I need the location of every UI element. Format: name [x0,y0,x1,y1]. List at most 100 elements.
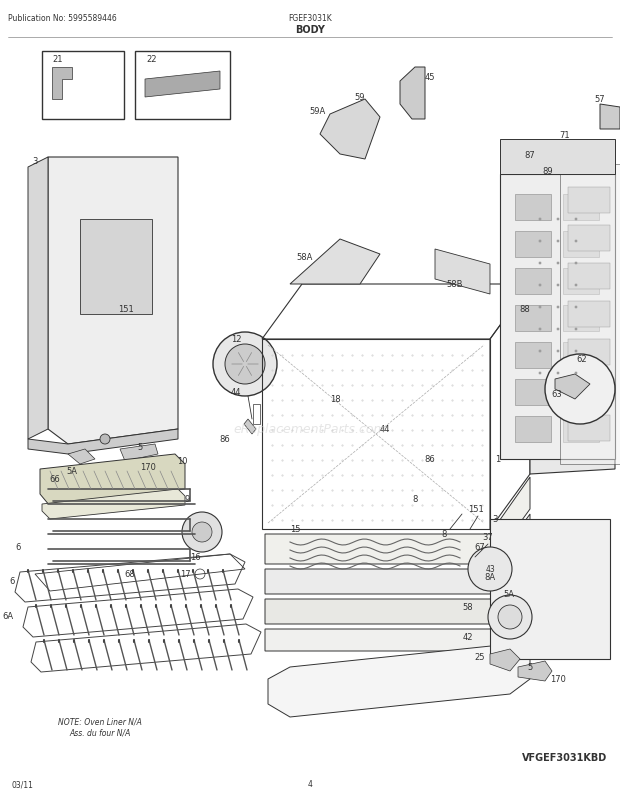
Text: 5A: 5A [503,589,515,599]
Text: 18: 18 [330,395,340,404]
Polygon shape [52,68,72,100]
Text: 6: 6 [9,577,15,585]
Circle shape [213,333,277,396]
Text: 5: 5 [138,443,143,452]
Text: 44: 44 [379,425,390,434]
Polygon shape [320,100,380,160]
Text: 57: 57 [595,95,605,104]
Bar [515,232,551,257]
Polygon shape [42,489,185,520]
Bar [80,220,152,314]
Polygon shape [48,158,178,444]
Text: 151: 151 [468,505,484,514]
Polygon shape [500,175,615,460]
Text: VFGEF3031KBD: VFGEF3031KBD [523,752,608,762]
Bar [42,52,124,119]
Polygon shape [600,105,620,130]
Text: 66: 66 [50,475,60,484]
Circle shape [498,606,522,630]
Text: 22: 22 [147,55,157,64]
Text: 89: 89 [542,168,553,176]
Text: 9: 9 [184,495,190,504]
Text: 1: 1 [495,455,500,464]
Text: 6A: 6A [2,612,14,621]
Bar [563,379,599,406]
Polygon shape [265,547,530,624]
Circle shape [468,547,512,591]
Text: 43: 43 [485,565,495,573]
Text: 8: 8 [412,495,418,504]
Bar [563,269,599,294]
Text: 25: 25 [475,653,485,662]
Text: 63: 63 [552,390,562,399]
Polygon shape [120,444,158,461]
Text: 67: 67 [475,543,485,552]
Text: 59A: 59A [310,107,326,116]
Bar [135,52,230,119]
Text: Publication No: 5995589446: Publication No: 5995589446 [8,14,117,23]
Text: 03/11: 03/11 [12,780,34,788]
Polygon shape [500,140,615,175]
Bar [568,264,610,290]
Polygon shape [68,449,95,464]
Text: 170: 170 [550,674,566,683]
Bar [515,342,551,369]
Text: 71: 71 [560,131,570,140]
Text: 15: 15 [290,525,300,534]
Polygon shape [530,190,615,475]
Bar [515,379,551,406]
Bar [568,302,610,327]
Circle shape [225,345,265,384]
Bar [563,306,599,331]
Polygon shape [28,429,178,455]
Text: 45: 45 [425,74,435,83]
Text: 17: 17 [180,569,190,579]
Text: 44: 44 [231,388,241,397]
Polygon shape [555,375,590,399]
Polygon shape [40,455,185,506]
Bar [515,269,551,294]
Polygon shape [530,175,565,202]
Text: 12: 12 [231,335,241,344]
Bar [515,195,551,221]
Text: 88: 88 [520,305,530,314]
Bar [568,225,610,252]
Polygon shape [145,72,220,98]
Polygon shape [560,164,620,464]
Polygon shape [265,514,530,594]
Bar [515,416,551,443]
Text: 8: 8 [441,530,446,539]
Polygon shape [265,477,530,565]
Polygon shape [268,644,530,717]
Polygon shape [265,577,530,651]
Text: 42: 42 [463,633,473,642]
Text: 87: 87 [525,150,536,160]
Text: NOTE: Oven Liner N/A
Ass. du four N/A: NOTE: Oven Liner N/A Ass. du four N/A [58,717,142,736]
Text: eReplacementParts.com: eReplacementParts.com [234,423,386,436]
Text: 5A: 5A [66,467,78,476]
Text: 68: 68 [125,569,135,579]
Text: 86: 86 [219,435,231,444]
Polygon shape [28,158,48,439]
Text: BODY: BODY [295,25,325,35]
Polygon shape [490,520,610,659]
Polygon shape [244,419,256,435]
Text: 21: 21 [53,55,63,64]
Text: 58A: 58A [297,253,313,262]
Bar [515,306,551,331]
Bar [568,378,610,403]
Text: 151: 151 [118,305,134,314]
Bar [563,416,599,443]
Circle shape [192,522,212,542]
Bar [568,339,610,366]
Text: 16: 16 [190,553,200,561]
Circle shape [545,354,615,424]
Text: 3: 3 [32,157,38,166]
Text: 62: 62 [577,355,587,364]
Text: 86: 86 [425,455,435,464]
Polygon shape [400,68,425,119]
Polygon shape [290,240,380,285]
Text: 58B: 58B [447,280,463,290]
Circle shape [488,595,532,639]
Text: 4: 4 [308,780,312,788]
